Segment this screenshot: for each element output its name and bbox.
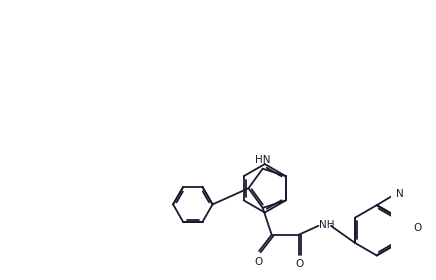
Text: O: O bbox=[413, 223, 421, 233]
Text: O: O bbox=[296, 259, 303, 269]
Text: HN: HN bbox=[255, 155, 270, 165]
Text: NH: NH bbox=[319, 220, 335, 230]
Text: O: O bbox=[435, 192, 436, 202]
Text: O: O bbox=[254, 257, 262, 267]
Text: N: N bbox=[396, 189, 404, 199]
